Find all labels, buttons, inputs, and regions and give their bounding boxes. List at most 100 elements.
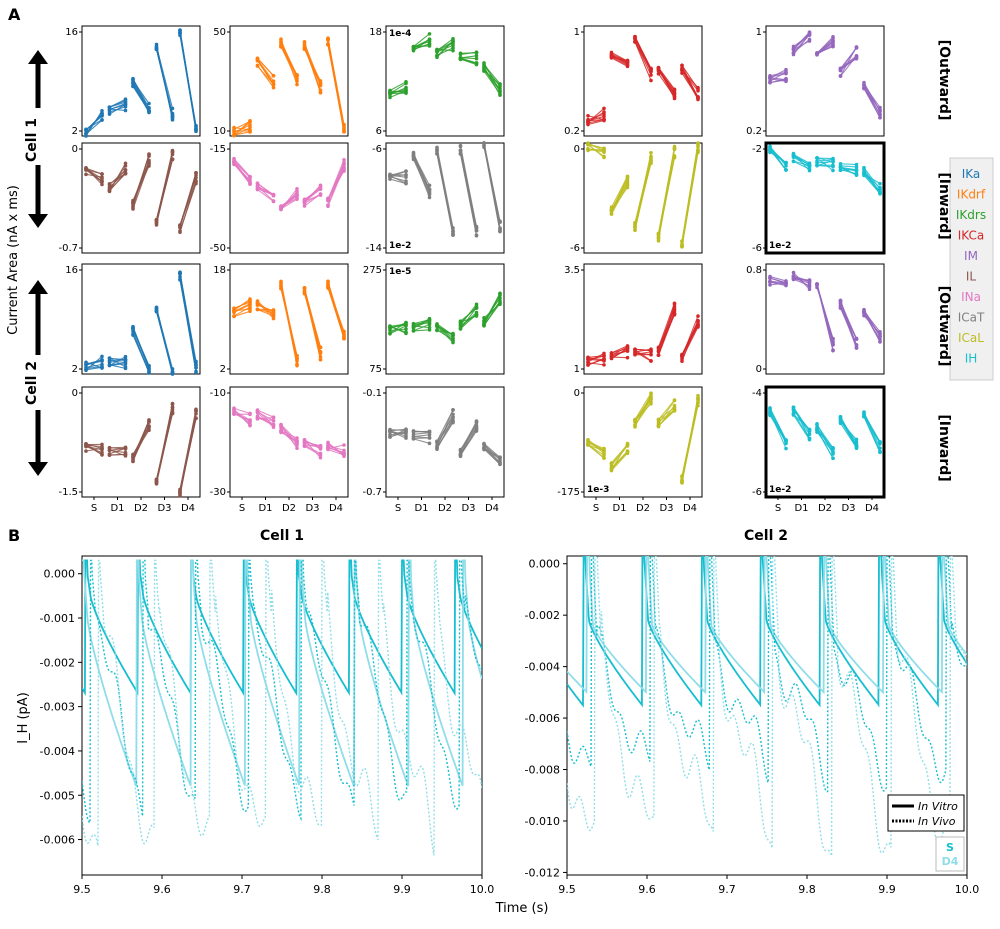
data-point — [131, 326, 135, 331]
data-point — [458, 323, 463, 327]
data-point — [404, 434, 408, 438]
ytick-label: -0.012 — [525, 866, 560, 879]
data-point — [178, 229, 182, 233]
data-point — [342, 127, 346, 131]
data-point — [672, 92, 677, 96]
data-point — [498, 93, 502, 97]
data-line — [769, 71, 787, 82]
data-line — [863, 416, 881, 453]
data-point — [609, 461, 614, 465]
data-line — [816, 45, 834, 55]
data-line — [109, 363, 126, 366]
data-point — [862, 80, 866, 85]
data-point — [784, 280, 788, 285]
data-point — [862, 173, 866, 178]
data-point — [232, 130, 236, 135]
ytick-label: 6 — [376, 126, 382, 137]
data-point — [302, 204, 307, 208]
xtick-label: D1 — [258, 503, 272, 514]
ytick-label: 10 — [213, 126, 226, 137]
data-point — [586, 442, 590, 447]
data-point — [326, 37, 330, 41]
data-line — [769, 77, 787, 81]
data-point — [302, 443, 307, 448]
data-point — [232, 314, 236, 318]
data-line — [863, 167, 881, 190]
data-point — [458, 143, 463, 148]
data-line — [85, 119, 103, 135]
xtick-label: D4 — [865, 503, 879, 514]
data-line — [85, 169, 103, 183]
data-point — [458, 326, 463, 331]
legend-item-ikdrs: IKdrs — [956, 208, 986, 222]
data-line — [257, 183, 274, 195]
row-label-cell1: Cell 1 — [24, 118, 40, 162]
data-point — [404, 169, 408, 173]
data-line — [793, 32, 810, 50]
data-point — [84, 127, 88, 132]
ytick-label: -175 — [557, 487, 580, 498]
data-point — [427, 190, 432, 194]
data-point — [586, 142, 590, 147]
data-line — [280, 424, 298, 449]
data-point — [279, 206, 283, 210]
legend-item-ina: INa — [961, 290, 981, 304]
data-line — [413, 38, 430, 52]
data-point — [482, 144, 486, 148]
data-point — [295, 436, 299, 440]
ytick-label: -6 — [752, 243, 762, 254]
panel-label-a: A — [8, 5, 21, 24]
panel-b-xlabel: Time (s) — [495, 901, 549, 916]
data-point — [170, 401, 175, 406]
data-line — [327, 162, 345, 201]
legend-item-icat: ICaT — [958, 311, 985, 325]
data-point — [878, 450, 882, 454]
data-point — [586, 362, 590, 367]
data-point — [854, 337, 859, 341]
data-point — [854, 167, 859, 172]
subplot-frame — [385, 263, 505, 375]
data-point — [672, 146, 677, 151]
xtick-label: D4 — [485, 503, 499, 514]
data-point — [831, 343, 835, 347]
xtick-label: S — [775, 503, 781, 514]
data-point — [625, 61, 630, 66]
legend-box — [949, 157, 994, 381]
data-point — [831, 159, 835, 164]
data-point — [318, 455, 323, 460]
data-point — [451, 46, 455, 50]
panel-label-b: B — [8, 526, 20, 545]
data-point — [302, 39, 307, 44]
data-line — [132, 328, 150, 366]
ytick-label: -0.010 — [525, 815, 560, 828]
data-point — [451, 229, 455, 234]
data-point — [147, 363, 151, 368]
data-line — [611, 56, 628, 66]
data-point — [696, 395, 700, 400]
data-point — [232, 158, 236, 162]
data-point — [458, 52, 463, 57]
data-line — [303, 41, 322, 93]
panel-b-ylabel: I_H (pA) — [16, 692, 31, 744]
data-point — [404, 331, 408, 336]
subplot-icat-cell1: -6 -14 1e-2 — [366, 141, 505, 254]
data-point — [178, 487, 182, 492]
data-line — [483, 145, 501, 232]
data-point — [295, 82, 299, 87]
data-point — [123, 104, 128, 109]
data-point — [649, 78, 653, 83]
subplot-il-cell2: 0 -1.5 S D1 D2 D3 D4 — [58, 386, 201, 514]
data-point — [696, 89, 700, 93]
data-point — [427, 328, 432, 332]
data-point — [474, 312, 479, 317]
data-line — [389, 428, 407, 432]
data-line — [179, 172, 197, 228]
legend-label-s: S — [946, 841, 954, 854]
data-point — [791, 406, 796, 411]
data-point — [854, 443, 859, 447]
data-point — [609, 351, 614, 355]
data-point — [248, 182, 252, 186]
data-point — [807, 32, 812, 36]
